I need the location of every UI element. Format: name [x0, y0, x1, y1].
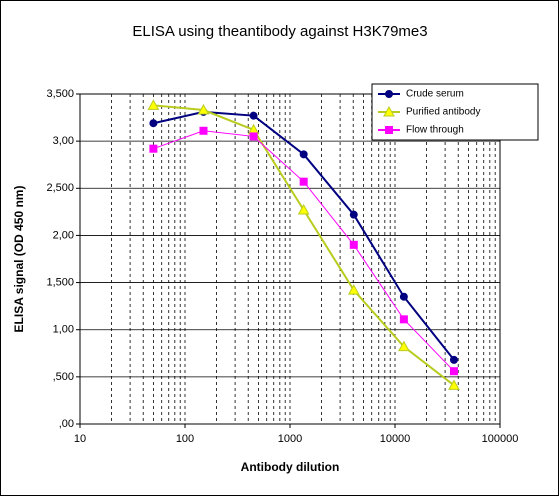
y-tick-label: 1,00: [53, 324, 74, 336]
legend-label: Flow through: [406, 125, 464, 136]
y-tick-label: ,500: [53, 371, 74, 383]
series: [149, 126, 458, 376]
marker: [349, 240, 358, 249]
marker: [199, 126, 208, 135]
x-tick-label: 100000: [482, 433, 519, 445]
marker: [399, 315, 408, 324]
x-tick-label: 100: [176, 433, 194, 445]
marker: [385, 90, 393, 98]
marker: [299, 150, 308, 159]
y-tick-label: 3,500: [46, 88, 74, 100]
marker: [197, 103, 210, 115]
marker: [299, 177, 308, 186]
y-tick-label: 3,00: [53, 135, 74, 147]
marker: [249, 132, 258, 141]
marker: [149, 119, 158, 128]
marker: [147, 99, 160, 110]
y-tick-label: 2,500: [46, 182, 74, 194]
x-tick-label: 10000: [380, 433, 411, 445]
marker: [383, 105, 395, 117]
marker: [449, 367, 458, 376]
legend-label: Purified antibody: [406, 107, 481, 118]
marker: [249, 111, 258, 120]
y-tick-label: ,00: [59, 418, 74, 430]
y-tick-label: 2,00: [53, 229, 74, 241]
marker: [398, 340, 410, 352]
marker: [449, 355, 458, 364]
marker: [347, 284, 360, 295]
marker: [448, 379, 460, 390]
x-tick-label: 1000: [278, 433, 302, 445]
marker: [399, 292, 408, 301]
y-tick-label: 1,500: [46, 276, 74, 288]
marker: [297, 203, 310, 215]
x-axis-label: Antibody dilution: [241, 460, 340, 474]
series: [147, 99, 460, 390]
legend-label: Crude serum: [406, 89, 464, 100]
marker: [349, 210, 358, 219]
chart-title: ELISA using theantibody against H3K79me3: [132, 23, 427, 40]
y-axis-label: ELISA signal (OD 450 nm): [12, 186, 26, 333]
plot-border: [79, 93, 501, 425]
marker: [385, 126, 393, 134]
marker: [149, 144, 158, 153]
x-tick-label: 10: [74, 433, 86, 445]
